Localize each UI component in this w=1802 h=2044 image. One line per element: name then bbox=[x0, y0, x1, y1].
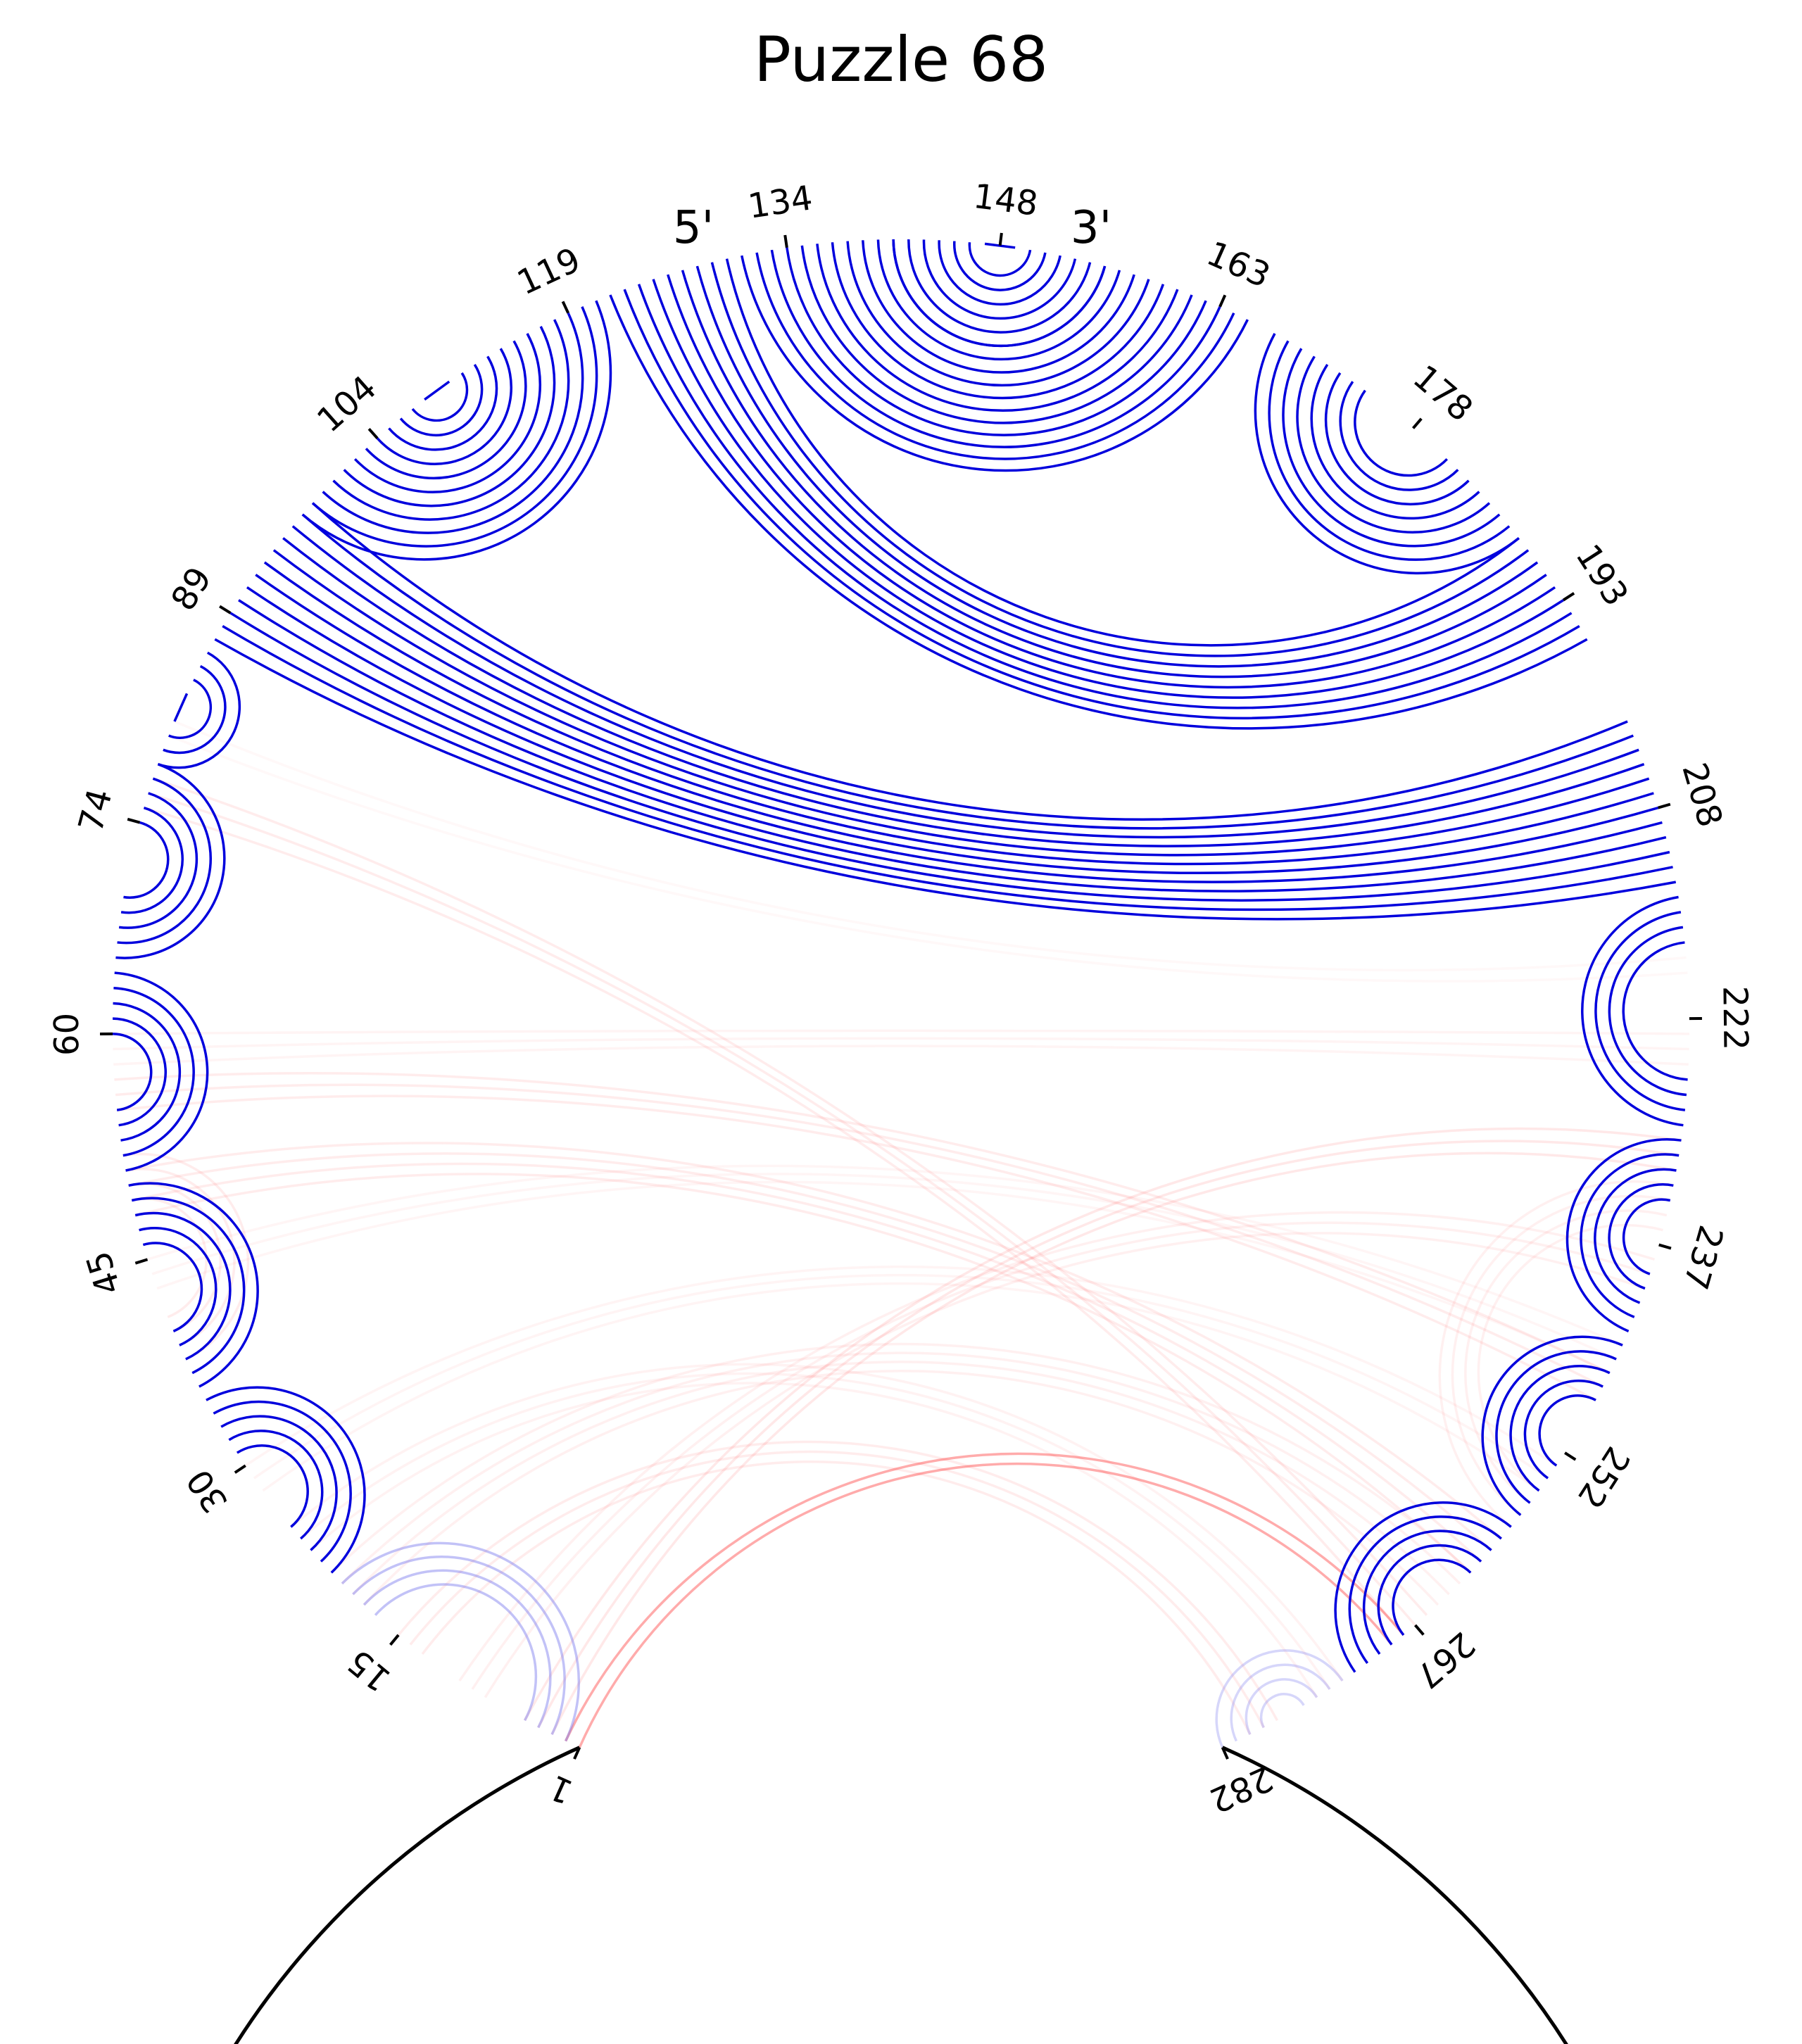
pair-arc-8-6 bbox=[697, 266, 1537, 667]
pair-arc-6-10 bbox=[303, 515, 1634, 828]
tick-17 bbox=[1565, 1453, 1575, 1460]
position-label-7: 104 bbox=[310, 368, 384, 441]
pair-arc-8-4 bbox=[668, 275, 1555, 687]
alt-arc-5-0 bbox=[310, 1383, 1316, 1698]
pair-arc-5-0 bbox=[158, 652, 239, 767]
three-prime-label: 3' bbox=[1071, 202, 1111, 254]
alt-arc-8-2 bbox=[148, 1166, 1623, 1345]
position-label-17: 252 bbox=[1570, 1439, 1638, 1515]
pair-arc-10-4 bbox=[954, 241, 1045, 290]
tick-2 bbox=[235, 1465, 246, 1472]
pair-arc-8-8 bbox=[727, 259, 1519, 645]
pair-arc-5-3 bbox=[175, 693, 187, 721]
pair-arc-7-6 bbox=[366, 341, 526, 478]
position-label-14: 208 bbox=[1674, 759, 1729, 832]
position-label-10: 148 bbox=[971, 177, 1040, 224]
tick-6 bbox=[220, 606, 230, 612]
pair-arc-7-5 bbox=[355, 334, 540, 492]
alt-arc-5-1 bbox=[301, 1374, 1330, 1689]
pair-arc-3-4 bbox=[113, 1034, 151, 1110]
pair-arc-6-7 bbox=[274, 550, 1649, 855]
pair-arc-0-3 bbox=[375, 1584, 536, 1720]
pair-arc-7-1 bbox=[313, 307, 597, 546]
pair-arc-1-1 bbox=[213, 1402, 351, 1562]
position-ticks bbox=[100, 233, 1702, 1759]
tick-1 bbox=[391, 1635, 398, 1645]
position-label-15: 222 bbox=[1715, 985, 1755, 1050]
position-label-13: 193 bbox=[1568, 538, 1636, 613]
tick-18 bbox=[1416, 1625, 1424, 1635]
alt-arc-13-1 bbox=[175, 721, 1687, 970]
base-pair-arcs bbox=[113, 239, 1688, 1748]
pair-arc-7-10 bbox=[412, 373, 467, 421]
diagram-title: Puzzle 68 bbox=[754, 23, 1048, 96]
position-label-5: 74 bbox=[71, 785, 120, 837]
position-label-8: 119 bbox=[511, 240, 586, 303]
alt-arc-14-1 bbox=[1452, 1196, 1670, 1515]
tick-8 bbox=[563, 301, 569, 313]
alt-arc-11-0 bbox=[113, 1046, 1689, 1064]
tick-11 bbox=[1220, 295, 1225, 306]
tick-13 bbox=[1563, 593, 1574, 600]
pair-arc-7-11 bbox=[424, 381, 449, 400]
pair-arc-10-3 bbox=[939, 240, 1060, 304]
tick-7 bbox=[369, 429, 377, 438]
tick-9 bbox=[785, 235, 787, 248]
position-label-6: 89 bbox=[163, 560, 220, 617]
alt-arc-12-2 bbox=[153, 778, 1427, 1615]
pair-arc-10-2 bbox=[924, 239, 1075, 318]
position-label-18: 267 bbox=[1408, 1624, 1482, 1696]
position-label-16: 237 bbox=[1675, 1221, 1731, 1294]
position-label-11: 163 bbox=[1201, 234, 1275, 296]
pair-arc-10-5 bbox=[969, 242, 1030, 275]
pair-arc-9-0 bbox=[742, 255, 1248, 470]
five-prime-label: 5' bbox=[673, 202, 714, 254]
pair-arc-7-4 bbox=[344, 327, 555, 506]
tick-12 bbox=[1413, 419, 1422, 429]
tick-3 bbox=[135, 1259, 147, 1263]
pair-arc-12-2 bbox=[1609, 927, 1687, 1094]
alt-arc-7-1 bbox=[126, 1169, 234, 1345]
alt-arc-9-3 bbox=[126, 1143, 1501, 1539]
pair-arc-16-3 bbox=[1261, 1694, 1304, 1728]
alt-arc-6-2 bbox=[246, 1267, 1557, 1465]
alternative-pair-arcs bbox=[113, 721, 1689, 1748]
pair-arc-4-0 bbox=[115, 764, 224, 958]
position-label-12: 178 bbox=[1406, 358, 1480, 429]
position-label-9: 134 bbox=[745, 178, 815, 227]
alt-arc-4-0 bbox=[364, 1371, 1438, 1605]
tick-10 bbox=[1000, 233, 1002, 246]
pair-arc-7-9 bbox=[401, 365, 482, 435]
alt-arc-6-1 bbox=[254, 1275, 1548, 1479]
alt-arc-7-3 bbox=[132, 1199, 206, 1317]
alt-arc-1-0 bbox=[552, 1153, 1676, 1734]
pair-arc-4-4 bbox=[123, 823, 168, 898]
alt-arc-11-1 bbox=[113, 1038, 1689, 1049]
position-label-0: 1 bbox=[543, 1767, 579, 1812]
pair-arc-9-8 bbox=[863, 240, 1134, 372]
pair-arc-9-1 bbox=[757, 253, 1234, 459]
position-label-19: 282 bbox=[1204, 1758, 1278, 1820]
pair-arc-3-2 bbox=[113, 1003, 180, 1140]
backbone-circle bbox=[113, 1748, 1689, 2044]
tick-5 bbox=[127, 819, 139, 823]
pair-arc-9-4 bbox=[802, 246, 1192, 423]
tick-16 bbox=[1659, 1245, 1671, 1249]
pair-arc-6-8 bbox=[283, 538, 1644, 846]
alt-arc-3-0 bbox=[422, 1462, 1250, 1734]
tick-14 bbox=[1658, 805, 1670, 808]
pair-arc-1-0 bbox=[206, 1387, 365, 1572]
pair-arc-3-1 bbox=[113, 988, 194, 1156]
pair-arc-1-4 bbox=[237, 1446, 308, 1527]
alt-arc-11-2 bbox=[113, 1030, 1689, 1033]
pair-arc-2-4 bbox=[143, 1243, 201, 1331]
position-label-1: 15 bbox=[340, 1641, 398, 1699]
position-label-4: 60 bbox=[47, 1013, 87, 1056]
pair-arc-16-1 bbox=[1231, 1665, 1330, 1741]
pair-arc-11-0 bbox=[1255, 334, 1518, 574]
position-label-2: 30 bbox=[179, 1462, 235, 1520]
pair-arc-8-7 bbox=[712, 263, 1528, 656]
position-label-3: 45 bbox=[79, 1247, 129, 1299]
